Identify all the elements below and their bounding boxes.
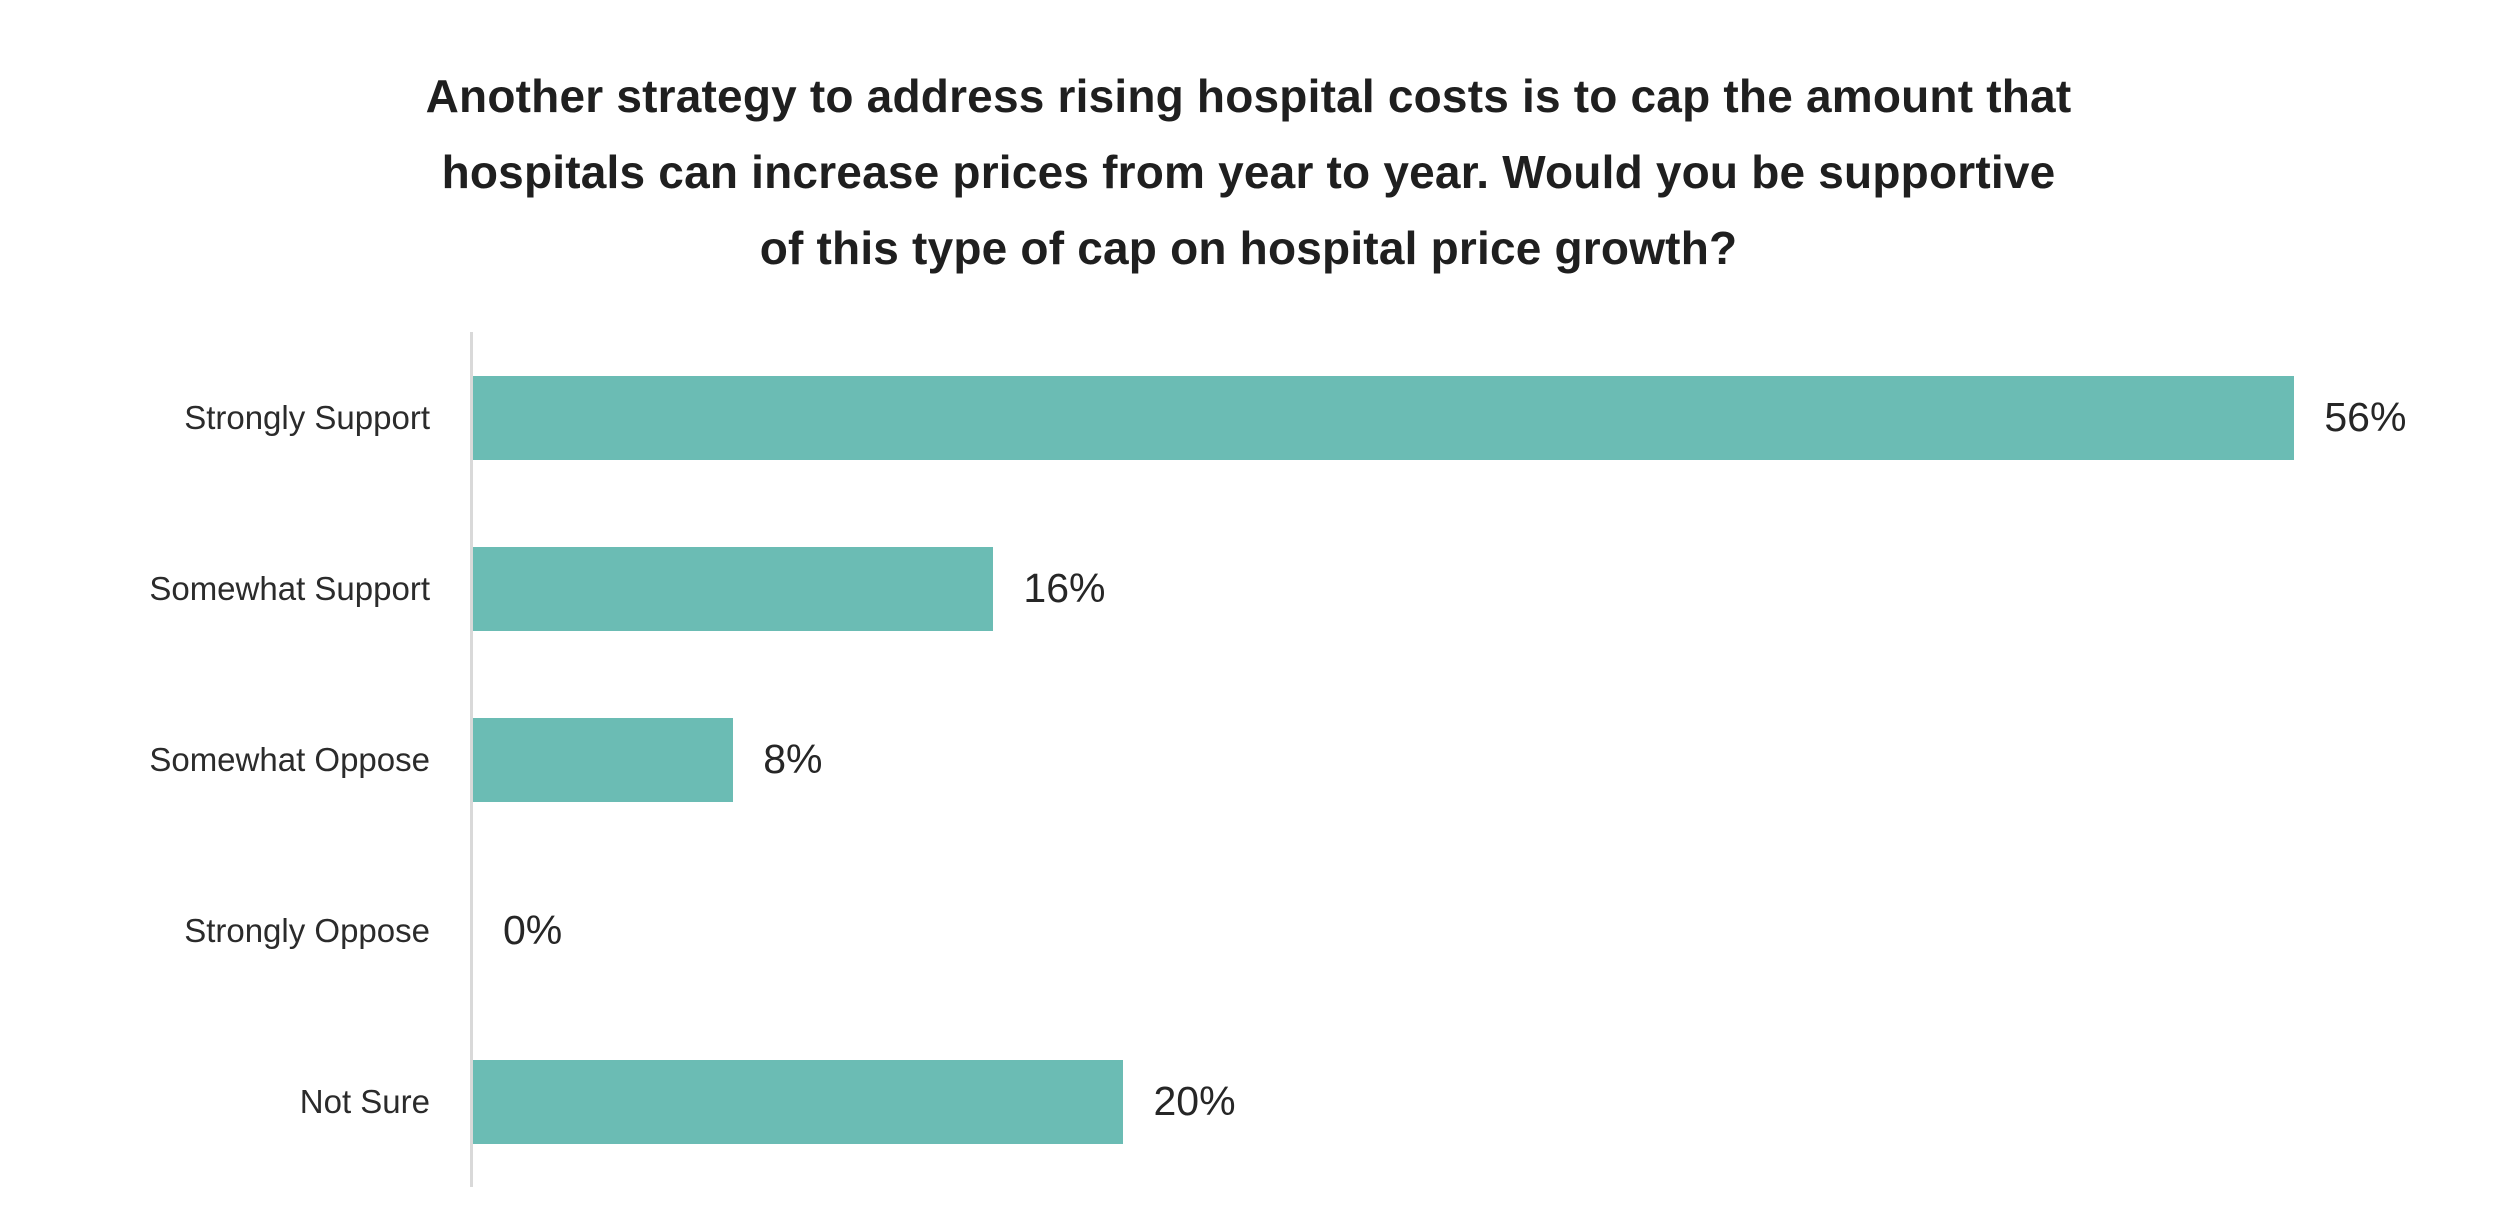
chart-row: Somewhat Support 16% [149,503,2457,674]
bar [473,546,994,631]
plot-area: Strongly Support 56% Somewhat Support 16… [40,332,2457,1187]
chart-row: Strongly Support 56% [184,332,2457,503]
value-label: 8% [763,736,823,782]
value-label: 16% [1023,565,1106,611]
bar [473,375,2295,460]
value-label: 20% [1153,1078,1236,1124]
value-label: 0% [503,907,563,953]
bar [473,1059,1124,1144]
category-label: Strongly Oppose [184,911,430,949]
chart-title-line-1: Another strategy to address rising hospi… [425,70,2072,122]
bar [473,717,734,802]
chart-title-line-2: hospitals can increase prices from year … [441,146,2056,198]
chart-title: Another strategy to address rising hospi… [40,58,2457,286]
chart-row: Somewhat Oppose 8% [149,674,2457,845]
category-label: Not Sure [299,1082,430,1120]
bar-chart: Another strategy to address rising hospi… [40,16,2457,1205]
chart-row: Strongly Oppose 0% [184,845,2457,1016]
chart-row: Not Sure 20% [300,1016,2457,1187]
value-label: 56% [2324,394,2407,440]
chart-rows: Strongly Support 56% Somewhat Support 16… [149,332,2457,1187]
category-label: Somewhat Support [149,569,430,607]
category-label: Strongly Support [184,398,430,436]
chart-title-line-3: of this type of cap on hospital price gr… [759,222,1738,274]
category-label: Somewhat Oppose [149,740,430,778]
